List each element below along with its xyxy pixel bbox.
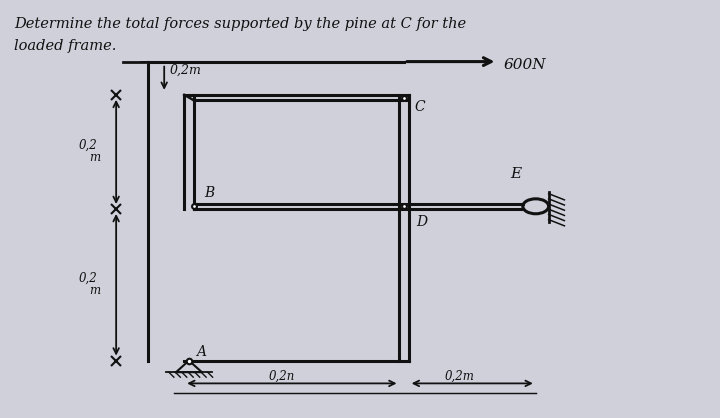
Text: 0,2m: 0,2m [445,370,474,383]
Text: 0,2: 0,2 [79,271,98,285]
Text: 0,2n: 0,2n [269,370,295,383]
Text: m: m [89,151,100,164]
Text: 0,2m: 0,2m [170,64,202,77]
Text: E: E [510,167,522,181]
Text: D: D [416,215,427,229]
Text: A: A [196,344,206,359]
Text: 0,2: 0,2 [79,139,98,152]
Text: loaded frame.: loaded frame. [14,39,117,53]
Text: B: B [204,186,215,199]
Text: m: m [89,284,100,297]
Text: Determine the total forces supported by the pine at C for the: Determine the total forces supported by … [14,17,467,31]
Text: C: C [415,99,425,114]
Text: 600N: 600N [503,58,546,72]
